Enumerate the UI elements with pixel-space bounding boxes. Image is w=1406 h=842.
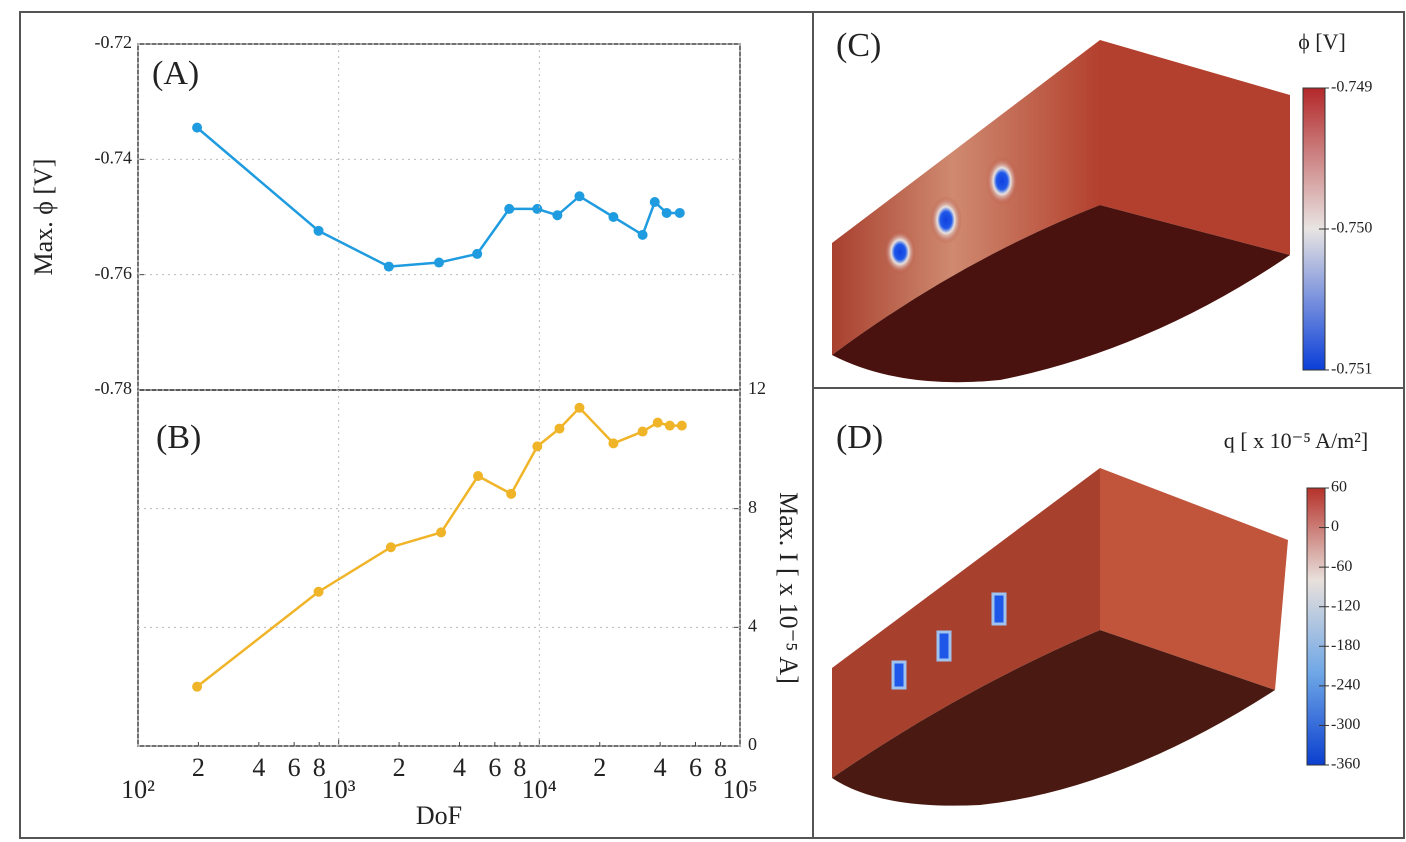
x-tick-label: 10³ xyxy=(322,775,356,804)
data-point xyxy=(554,424,564,434)
colorbar-tick-label: -120 xyxy=(1331,597,1360,614)
x-tick-label: 10² xyxy=(121,775,155,804)
data-point xyxy=(532,204,542,214)
x-tick-label: 10⁵ xyxy=(722,775,757,804)
panel-label: (C) xyxy=(836,27,881,64)
colorbar-tick-label: -0.749 xyxy=(1331,79,1372,96)
data-point xyxy=(653,418,663,428)
colorbar xyxy=(1307,488,1325,765)
data-point xyxy=(434,258,444,268)
y2-axis-label: Max. I [ x 10⁻⁵ A] xyxy=(774,492,803,684)
data-point xyxy=(192,123,202,133)
render-d xyxy=(832,468,1288,806)
data-point xyxy=(650,197,660,207)
data-point xyxy=(472,249,482,259)
y-tick-label: -0.78 xyxy=(95,378,133,398)
x-tick-label: 4 xyxy=(252,753,265,782)
data-point xyxy=(675,208,685,218)
data-point xyxy=(504,204,514,214)
y-tick-label: -0.76 xyxy=(95,263,133,283)
colorbar-tick-label: -0.750 xyxy=(1331,220,1372,237)
data-point xyxy=(314,226,324,236)
data-point xyxy=(532,441,542,451)
x-tick-label: 6 xyxy=(488,753,501,782)
data-point xyxy=(506,489,516,499)
series-line xyxy=(197,128,680,267)
colorbar-tick-label: -360 xyxy=(1331,756,1360,773)
data-point xyxy=(192,682,202,692)
x-tick-label: 10⁴ xyxy=(522,775,557,804)
data-point xyxy=(574,191,584,201)
x-tick-label: 6 xyxy=(288,753,301,782)
x-tick-label: 2 xyxy=(192,753,205,782)
y-tick-label: 8 xyxy=(748,497,757,517)
x-tick-label: 6 xyxy=(689,753,702,782)
data-point xyxy=(665,421,675,431)
data-point xyxy=(473,471,483,481)
y-tick-label: 4 xyxy=(748,615,757,635)
data-point xyxy=(608,212,618,222)
data-point xyxy=(608,438,618,448)
x-tick-label: 4 xyxy=(654,753,667,782)
y-tick-label: -0.72 xyxy=(95,32,133,52)
data-point xyxy=(638,427,648,437)
data-point xyxy=(314,587,324,597)
colorbar-tick-label: -0.751 xyxy=(1331,361,1372,378)
y-axis-label: Max. ϕ [V] xyxy=(29,159,58,276)
y-tick-label: 12 xyxy=(748,378,766,398)
series-line xyxy=(197,408,682,687)
data-point xyxy=(662,208,672,218)
colorbar-tick-label: 0 xyxy=(1331,518,1339,535)
colorbar-title: q [ x 10⁻⁵ A/m²] xyxy=(1224,428,1368,453)
panel-label: (D) xyxy=(836,419,883,456)
plot-frame xyxy=(138,390,740,746)
y-tick-label: -0.74 xyxy=(95,147,133,167)
x-tick-label: 2 xyxy=(593,753,606,782)
x-tick-label: 4 xyxy=(453,753,466,782)
data-point xyxy=(638,230,648,240)
colorbar-tick-label: -240 xyxy=(1331,677,1360,694)
render-c xyxy=(832,40,1290,382)
data-point xyxy=(574,403,584,413)
colorbar-tick-label: -60 xyxy=(1331,558,1352,575)
data-point xyxy=(384,262,394,272)
panel-label: (B) xyxy=(156,419,201,456)
colorbar-title: ϕ [V] xyxy=(1298,29,1346,54)
colorbar-tick-label: -300 xyxy=(1331,716,1360,733)
panel-label: (A) xyxy=(152,55,199,92)
figure: (A) -0.72 -0.74 -0.76 -0.78 Max. ϕ [V] (B) 0 4 8 1… xyxy=(0,0,1406,842)
colorbar-tick-label: -180 xyxy=(1331,637,1360,654)
data-point xyxy=(436,527,446,537)
x-axis-label: DoF xyxy=(416,801,462,830)
data-point xyxy=(386,542,396,552)
colorbar-tick-label: 60 xyxy=(1331,479,1347,496)
x-tick-label: 2 xyxy=(393,753,406,782)
data-point xyxy=(552,210,562,220)
data-point xyxy=(677,421,687,431)
y-tick-label: 0 xyxy=(748,734,757,754)
